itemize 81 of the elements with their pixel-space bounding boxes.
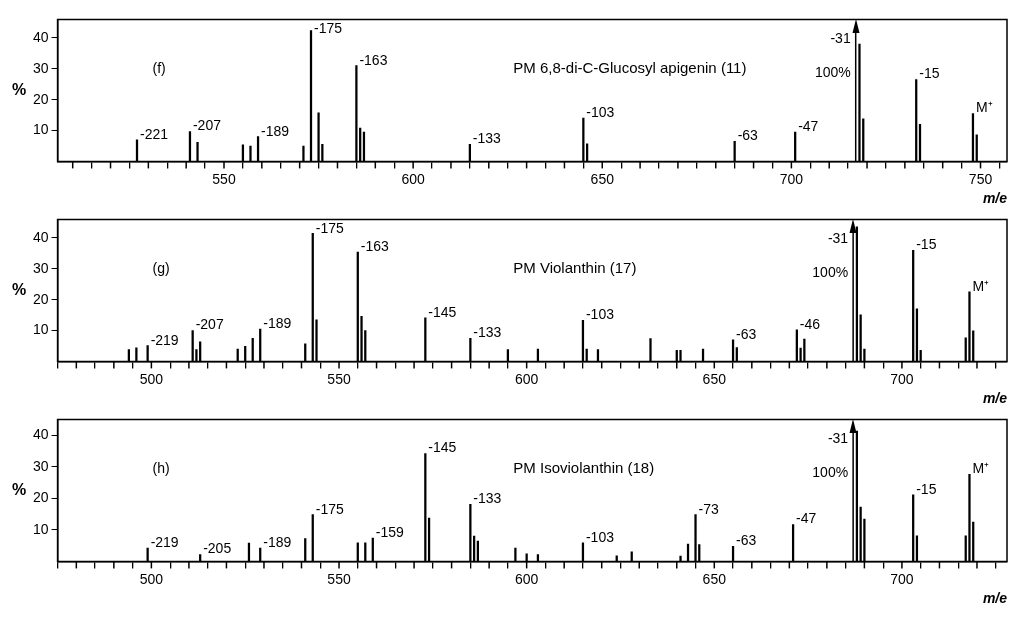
annotation: -133 (473, 490, 502, 507)
x-tick-label: 700 (890, 370, 914, 387)
text: PM Violanthin (17) (513, 259, 637, 277)
y-tick-label: 30 (32, 59, 49, 76)
annotation: -103 (585, 306, 615, 323)
annotation: -15 (916, 480, 937, 497)
x-tick-label: 550 (327, 370, 351, 387)
annotation: -133 (472, 130, 502, 147)
y-tick-label: 10 (32, 520, 49, 537)
annotation: -175 (315, 220, 344, 237)
y-tick-label: 20 (32, 489, 49, 506)
annotation: M⁺ (972, 277, 990, 294)
annotation: -175 (314, 20, 343, 37)
annotation: -163 (359, 51, 388, 68)
y-tick-label: 40 (32, 426, 49, 443)
y-axis-title: % (12, 280, 27, 298)
annotation: -63 (736, 325, 757, 342)
annotation: -63 (737, 127, 759, 144)
x-tick-label: 650 (702, 370, 727, 387)
annotation: -145 (428, 303, 457, 320)
y-tick-label: 30 (32, 259, 49, 276)
y-tick-label: 40 (32, 228, 49, 245)
y-tick-label: 20 (32, 90, 49, 107)
x-tick-label: 600 (401, 170, 426, 187)
annotation: 100% (814, 64, 851, 81)
x-tick-label: 650 (590, 170, 615, 187)
x-tick-label: 750 (968, 170, 993, 187)
annotation: -15 (919, 65, 940, 82)
annotation: -207 (195, 316, 224, 333)
annotation: (f) (152, 59, 166, 76)
annotation: -31 (827, 430, 849, 447)
annotation: -207 (192, 117, 222, 134)
annotation: -145 (428, 439, 457, 456)
x-axis-title: m/e (982, 190, 1008, 207)
annotation: -46 (799, 315, 821, 332)
text: PM Isoviolanthin (18) (513, 459, 655, 477)
annotation: -175 (315, 500, 344, 517)
annotation: -103 (586, 104, 615, 121)
text: PM 6,8-di-C-Glucosyl apigenin (11) (513, 59, 747, 77)
annotation: -163 (360, 237, 390, 254)
x-tick-label: 500 (139, 570, 164, 587)
annotation: 100% (812, 464, 849, 481)
y-tick-label: 30 (32, 457, 49, 474)
x-tick-label: 600 (514, 570, 539, 587)
annotation: -205 (203, 540, 232, 557)
x-tick-label: 500 (139, 370, 164, 387)
annotation: (g) (152, 259, 170, 276)
annotation: -219 (150, 331, 179, 348)
y-tick-label: 10 (32, 321, 49, 338)
annotation: -47 (798, 117, 819, 134)
x-tick-label: 650 (702, 570, 727, 587)
annotation: -133 (473, 324, 502, 341)
annotation: -31 (827, 230, 849, 247)
y-tick-label: 10 (32, 121, 49, 138)
annotation: M⁺ (975, 99, 993, 116)
x-axis-title: m/e (982, 590, 1008, 607)
x-tick-label: 550 (327, 570, 351, 587)
annotation: M⁺ (972, 460, 990, 477)
annotation: -63 (736, 532, 757, 549)
x-axis-title: m/e (982, 390, 1008, 407)
annotation: -103 (585, 528, 615, 545)
annotation: -15 (916, 236, 937, 253)
y-tick-label: 40 (32, 28, 49, 45)
annotation: -31 (830, 30, 851, 47)
annotation: -189 (263, 534, 292, 551)
annotation: -159 (375, 523, 405, 540)
x-tick-label: 600 (514, 370, 539, 387)
annotation: (h) (152, 459, 170, 476)
annotation: -47 (796, 510, 817, 527)
annotation: -189 (263, 314, 292, 331)
annotation: -189 (261, 122, 290, 139)
annotation: 100% (812, 264, 849, 281)
annotation: -73 (698, 500, 719, 517)
x-tick-label: 550 (212, 170, 236, 187)
annotation: -221 (140, 125, 169, 142)
annotation: -219 (150, 534, 179, 551)
y-axis-title: % (12, 80, 27, 98)
y-tick-label: 20 (32, 290, 49, 307)
x-tick-label: 700 (890, 570, 914, 587)
y-axis-title: % (12, 480, 27, 498)
x-tick-label: 700 (779, 170, 804, 187)
